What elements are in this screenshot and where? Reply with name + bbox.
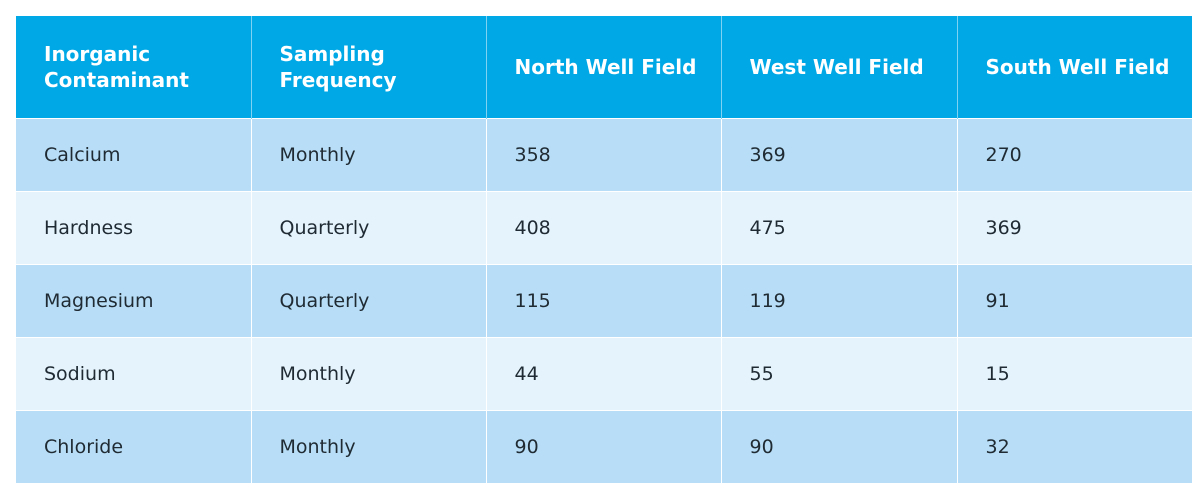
- cell-contaminant: Calcium: [16, 117, 252, 191]
- table-row: Chloride Monthly 90 90 32: [16, 409, 1192, 483]
- cell-north-well: 115: [486, 263, 722, 337]
- table-body: Calcium Monthly 358 369 270 Hardness Qua…: [16, 117, 1192, 483]
- cell-south-well: 15: [957, 336, 1192, 410]
- table-row: Hardness Quarterly 408 475 369: [16, 190, 1192, 264]
- column-header-south-well: South Well Field: [957, 16, 1192, 118]
- header-row: Inorganic Contaminant Sampling Frequency…: [16, 16, 1192, 118]
- cell-contaminant: Hardness: [16, 190, 252, 264]
- cell-west-well: 55: [721, 336, 958, 410]
- cell-west-well: 369: [721, 117, 958, 191]
- cell-contaminant: Magnesium: [16, 263, 252, 337]
- cell-north-well: 358: [486, 117, 722, 191]
- table-header: Inorganic Contaminant Sampling Frequency…: [16, 16, 1192, 118]
- column-header-west-well: West Well Field: [721, 16, 958, 118]
- cell-west-well: 475: [721, 190, 958, 264]
- cell-south-well: 369: [957, 190, 1192, 264]
- column-header-frequency: Sampling Frequency: [251, 16, 487, 118]
- cell-north-well: 44: [486, 336, 722, 410]
- cell-south-well: 32: [957, 409, 1192, 483]
- cell-west-well: 119: [721, 263, 958, 337]
- cell-frequency: Monthly: [251, 117, 487, 191]
- cell-contaminant: Sodium: [16, 336, 252, 410]
- table-row: Sodium Monthly 44 55 15: [16, 336, 1192, 410]
- cell-frequency: Monthly: [251, 336, 487, 410]
- column-header-contaminant: Inorganic Contaminant: [16, 16, 252, 118]
- cell-west-well: 90: [721, 409, 958, 483]
- cell-south-well: 91: [957, 263, 1192, 337]
- contaminant-table: Inorganic Contaminant Sampling Frequency…: [16, 16, 1192, 483]
- cell-north-well: 90: [486, 409, 722, 483]
- table-row: Magnesium Quarterly 115 119 91: [16, 263, 1192, 337]
- cell-frequency: Quarterly: [251, 263, 487, 337]
- cell-contaminant: Chloride: [16, 409, 252, 483]
- cell-north-well: 408: [486, 190, 722, 264]
- table-row: Calcium Monthly 358 369 270: [16, 117, 1192, 191]
- cell-frequency: Quarterly: [251, 190, 487, 264]
- cell-south-well: 270: [957, 117, 1192, 191]
- column-header-north-well: North Well Field: [486, 16, 722, 118]
- cell-frequency: Monthly: [251, 409, 487, 483]
